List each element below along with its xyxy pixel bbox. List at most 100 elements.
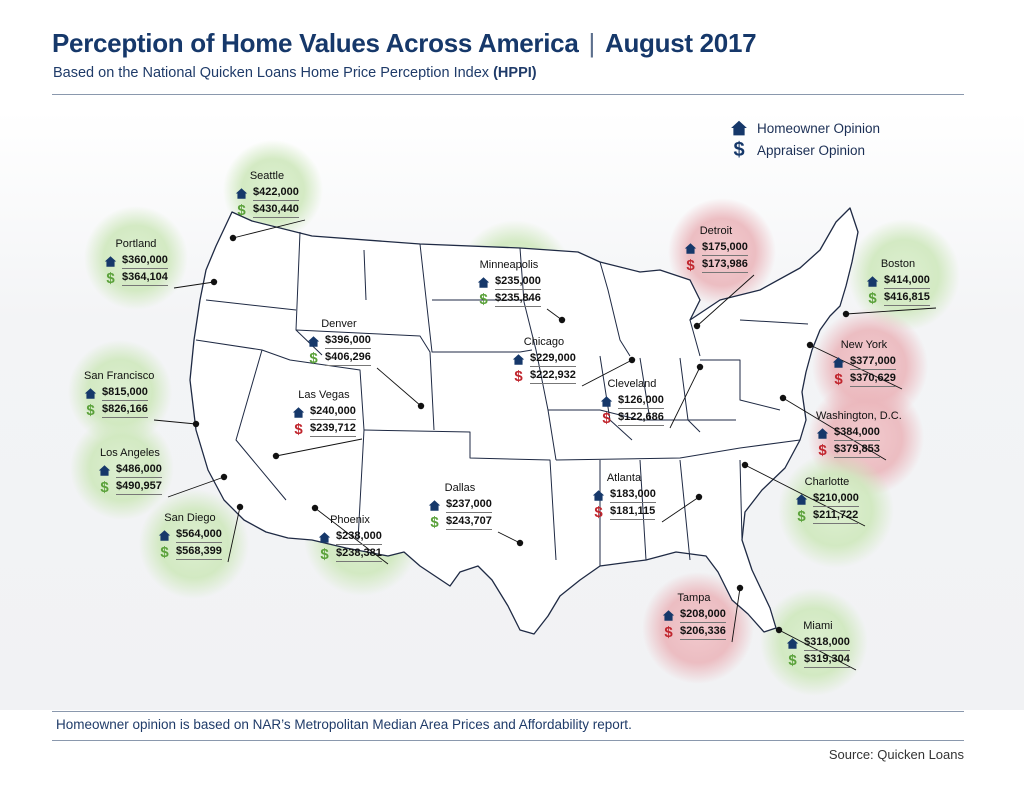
dollar-icon: $ [788,652,797,669]
chicago-leader-line [581,359,633,387]
homeowner-value-row: $360,000 [104,253,168,270]
dollar-icon: $ [479,291,488,308]
house-icon [512,354,525,365]
house-icon [318,532,331,543]
city-new-york: New York $377,000 $ $370,629 [832,339,896,388]
homeowner-value-row: $175,000 [684,240,748,257]
homeowner-value: $414,000 [884,274,930,289]
subtitle-abbrev: (HPPI) [493,65,537,81]
seattle-leader-line [232,219,306,239]
city-denver: Denver $396,000 $ $406,296 [307,318,371,367]
dollar-icon: $ [294,421,303,438]
appraiser-value-row: $ $239,712 [292,421,356,438]
homeowner-value-row: $208,000 [662,607,726,624]
minneapolis-leader-line [546,308,563,321]
appraiser-value-row: $ $122,686 [600,410,664,427]
homeowner-value-row: $815,000 [84,385,154,402]
homeowner-value: $229,000 [530,352,576,367]
cleveland-leader-line [669,366,701,429]
dollar-icon: $ [160,544,169,561]
appraiser-value: $222,932 [530,369,576,384]
city-phoenix: Phoenix $238,000 $ $238,381 [318,514,382,563]
house-icon [684,243,697,254]
dollar-icon: $ [664,624,673,641]
homeowner-value-row: $396,000 [307,333,371,350]
house-icon [428,500,441,511]
appraiser-value: $370,629 [850,372,896,387]
city-san-francisco: San Francisco $815,000 $ $826,166 [84,370,154,419]
appraiser-value-row: $ $235,846 [477,291,541,308]
dallas-leader-line [497,531,521,544]
page-title: Perception of Home Values Across America… [52,28,757,59]
homeowner-value: $183,000 [610,488,656,503]
house-icon [592,490,605,501]
city-name: Phoenix [330,514,370,526]
homeowner-value: $377,000 [850,355,896,370]
phoenix-leader-line [314,507,389,565]
appraiser-value-row: $ $222,932 [512,368,576,385]
denver-leader-line [376,367,422,407]
homeowner-value: $237,000 [446,498,492,513]
legend: Homeowner Opinion $ Appraiser Opinion [730,117,880,161]
dollar-icon: $ [686,257,695,274]
city-seattle: Seattle $422,000 $ $430,440 [235,170,299,219]
appraiser-value: $235,846 [495,292,541,307]
appraiser-value: $319,304 [804,653,850,668]
appraiser-value: $243,707 [446,515,492,530]
house-icon [795,494,808,505]
city-name: Miami [803,620,833,632]
legend-homeowner: Homeowner Opinion [730,117,880,139]
appraiser-value: $364,104 [122,271,168,286]
house-icon [662,610,675,621]
city-name: Detroit [699,225,733,237]
city-name: Las Vegas [298,389,350,401]
city-name: Atlanta [606,472,642,484]
miami-halo [760,588,868,696]
homeowner-value: $318,000 [804,636,850,651]
footnote: Homeowner opinion is based on NAR’s Metr… [56,717,632,732]
homeowner-value-row: $377,000 [832,354,896,371]
city-name: Cleveland [607,378,657,390]
dollar-icon: $ [106,270,115,287]
dollar-icon: $ [733,138,745,161]
city-minneapolis: Minneapolis $235,000 $ $235,846 [477,259,541,308]
city-name: Denver [321,318,357,330]
appraiser-value: $239,712 [310,422,356,437]
city-san-diego: San Diego $564,000 $ $568,399 [158,512,222,561]
appraiser-value-row: $ $490,957 [98,479,162,496]
title-separator: | [588,28,596,58]
source-credit: Source: Quicken Loans [828,747,964,762]
homeowner-value: $238,000 [336,530,382,545]
house-icon [158,530,171,541]
dollar-icon: $ [430,514,439,531]
city-tampa: Tampa $208,000 $ $206,336 [662,592,726,641]
homeowner-value-row: $318,000 [786,635,850,652]
city-cleveland: Cleveland $126,000 $ $122,686 [600,378,664,427]
city-name: Washington, D.C. [816,410,902,422]
homeowner-value-row: $422,000 [235,185,299,202]
appraiser-value-row: $ $370,629 [832,371,896,388]
appraiser-value: $826,166 [102,403,148,418]
dollar-icon: $ [834,371,843,388]
portland-halo [84,206,188,310]
homeowner-value: $815,000 [102,386,148,401]
boston-halo [848,219,960,331]
atlanta-leader-line [661,496,700,523]
appraiser-value-row: $ $416,815 [866,290,930,307]
city-dallas: Dallas $237,000 $ $243,707 [428,482,492,531]
legend-homeowner-label: Homeowner Opinion [757,120,881,136]
new-york-leader-line [809,344,903,390]
map-area: Homeowner Opinion $ Appraiser Opinion [0,110,1024,710]
appraiser-value-row: $ $430,440 [235,202,299,219]
house-icon [477,277,490,288]
footer-rule-bottom [52,740,964,741]
homeowner-value-row: $235,000 [477,274,541,291]
detroit-leader-line [696,274,755,327]
portland-leader-line [173,281,215,289]
homeowner-value: $126,000 [618,394,664,409]
las-vegas-leader-line [275,438,363,457]
appraiser-value-row: $ $181,115 [592,504,656,521]
homeowner-value: $208,000 [680,608,726,623]
city-name: Boston [880,258,916,270]
washington-dc-leader-line [782,397,887,461]
